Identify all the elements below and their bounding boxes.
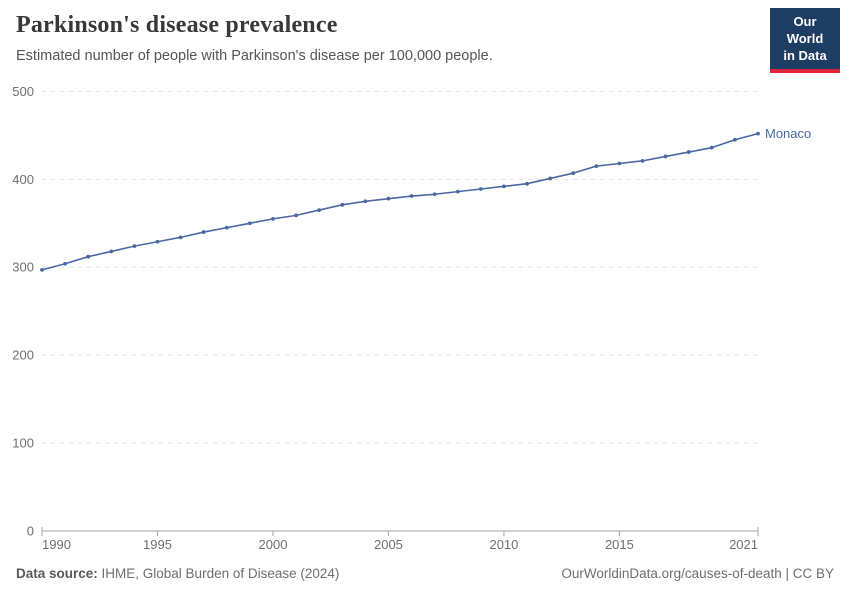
- data-point[interactable]: [86, 254, 91, 259]
- data-point[interactable]: [733, 137, 737, 142]
- data-source-text: IHME, Global Burden of Disease (2024): [97, 566, 340, 581]
- data-point[interactable]: [455, 189, 460, 194]
- data-point[interactable]: [525, 181, 529, 186]
- data-point[interactable]: [155, 239, 160, 244]
- data-source-label: Data source:: [16, 566, 98, 581]
- data-point[interactable]: [132, 244, 137, 249]
- data-point[interactable]: [502, 184, 506, 189]
- data-point[interactable]: [40, 267, 44, 272]
- data-point[interactable]: [548, 176, 553, 181]
- x-axis-label: 1990: [42, 537, 71, 552]
- data-point[interactable]: [686, 150, 691, 154]
- data-point[interactable]: [201, 230, 206, 234]
- x-axis-label: 2015: [605, 537, 634, 552]
- y-axis-label: 300: [12, 260, 34, 275]
- data-point[interactable]: [571, 171, 576, 176]
- y-axis-label: 500: [12, 84, 34, 99]
- data-point[interactable]: [363, 199, 368, 204]
- data-point[interactable]: [109, 249, 114, 254]
- data-point[interactable]: [178, 235, 183, 240]
- x-axis-label: 2005: [374, 537, 403, 552]
- data-point[interactable]: [594, 164, 599, 169]
- trend-line[interactable]: [41, 132, 759, 271]
- data-point[interactable]: [640, 158, 645, 163]
- data-point[interactable]: [63, 261, 67, 266]
- y-axis-label: 0: [27, 524, 34, 539]
- data-point[interactable]: [478, 187, 483, 191]
- data-point[interactable]: [663, 154, 668, 159]
- data-point[interactable]: [386, 196, 391, 201]
- data-point[interactable]: [224, 225, 229, 230]
- owid-logo-line2: in Data: [783, 47, 827, 63]
- y-axis-label: 400: [12, 172, 34, 187]
- chart-footer: Data source: IHME, Global Burden of Dise…: [16, 566, 834, 581]
- owid-logo[interactable]: Our World in Data: [770, 8, 840, 73]
- chart-subtitle: Estimated number of people with Parkinso…: [16, 48, 493, 64]
- data-point[interactable]: [617, 161, 622, 166]
- data-point[interactable]: [709, 145, 714, 150]
- x-axis-label: 2021: [729, 537, 758, 552]
- y-axis-label: 200: [12, 348, 34, 363]
- data-point[interactable]: [247, 221, 252, 226]
- chart-header: Parkinson's disease prevalence Estimated…: [16, 12, 740, 64]
- data-point[interactable]: [432, 192, 437, 197]
- credit-link[interactable]: OurWorldinData.org/causes-of-death | CC …: [561, 566, 834, 581]
- x-axis-label: 2000: [259, 537, 288, 552]
- series-label-monaco: Monaco: [765, 126, 811, 141]
- data-source: Data source: IHME, Global Burden of Dise…: [16, 566, 339, 581]
- page-title: Parkinson's disease prevalence: [16, 12, 338, 38]
- data-point[interactable]: [409, 194, 414, 198]
- data-point[interactable]: [271, 216, 275, 221]
- data-point[interactable]: [756, 131, 760, 136]
- data-point[interactable]: [317, 208, 322, 212]
- data-point[interactable]: [294, 213, 298, 218]
- data-point[interactable]: [340, 202, 345, 207]
- y-axis-label: 100: [12, 436, 34, 451]
- x-axis-label: 1995: [143, 537, 172, 552]
- x-axis-label: 2010: [489, 537, 518, 552]
- owid-logo-line1: Our World: [786, 14, 824, 46]
